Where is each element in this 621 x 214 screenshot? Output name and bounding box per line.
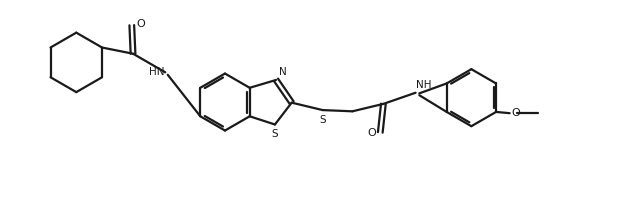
Text: S: S bbox=[271, 129, 278, 139]
Text: O: O bbox=[512, 108, 520, 118]
Text: HN: HN bbox=[149, 67, 165, 77]
Text: N: N bbox=[279, 67, 286, 77]
Text: NH: NH bbox=[416, 80, 432, 90]
Text: O: O bbox=[368, 128, 376, 138]
Text: O: O bbox=[136, 19, 145, 29]
Text: S: S bbox=[319, 115, 326, 125]
